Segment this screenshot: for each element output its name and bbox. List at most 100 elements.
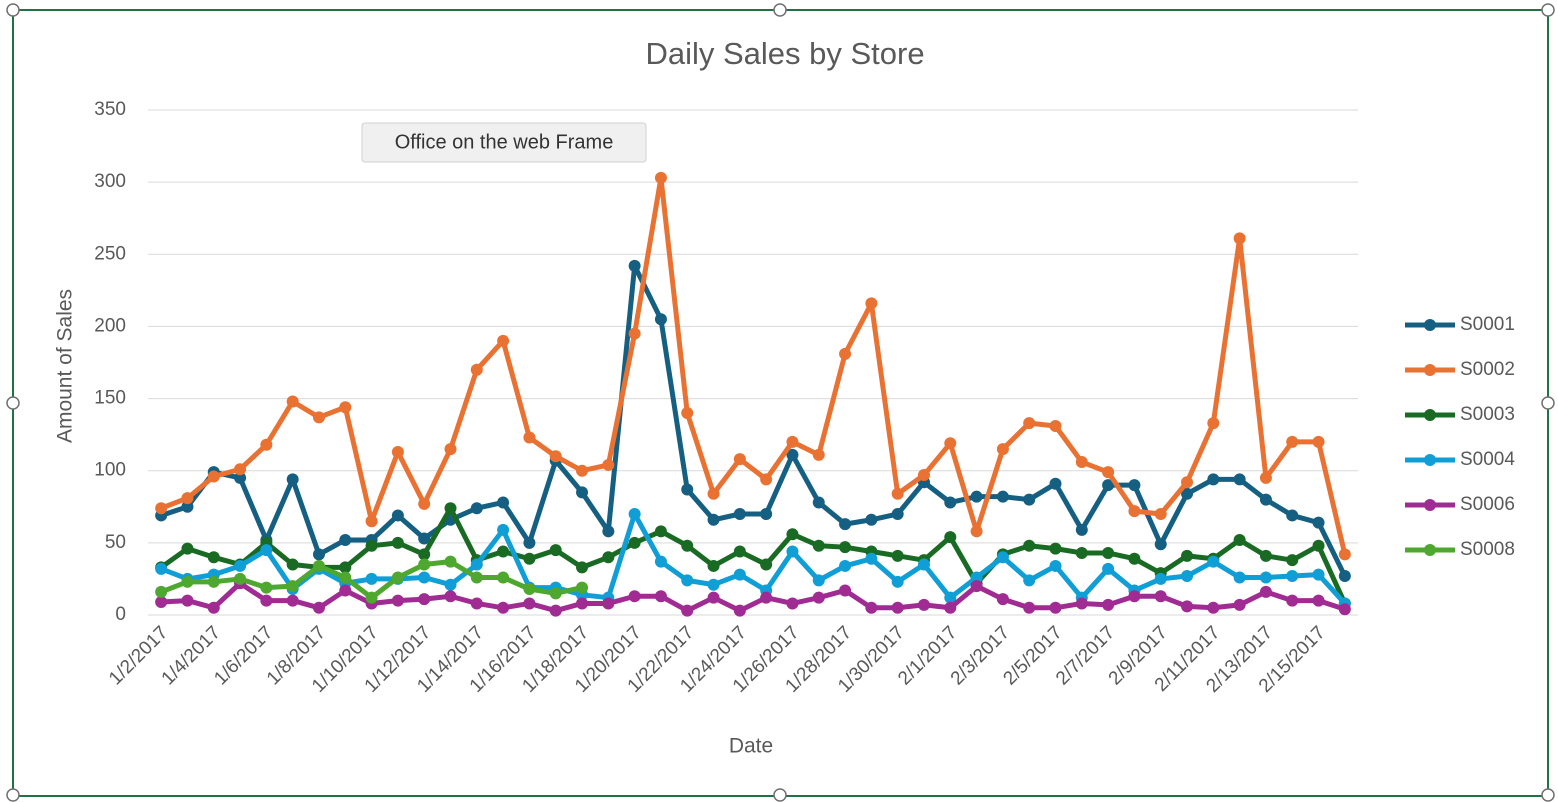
data-point bbox=[760, 473, 773, 486]
data-point bbox=[444, 590, 457, 603]
data-point bbox=[1075, 546, 1088, 559]
resize-handle[interactable] bbox=[6, 788, 20, 802]
resize-handle[interactable] bbox=[773, 3, 787, 17]
data-point bbox=[1181, 476, 1194, 489]
data-point bbox=[681, 483, 694, 496]
y-tick-label: 350 bbox=[94, 99, 126, 120]
data-point bbox=[1128, 552, 1141, 565]
resize-handle[interactable] bbox=[773, 788, 787, 802]
y-tick-label: 250 bbox=[94, 243, 126, 264]
data-point bbox=[839, 347, 852, 360]
data-point bbox=[786, 597, 799, 610]
data-point bbox=[260, 438, 273, 451]
chart-title: Daily Sales by Store bbox=[645, 36, 924, 71]
data-point bbox=[523, 597, 536, 610]
data-point bbox=[470, 558, 483, 571]
data-point bbox=[812, 574, 825, 587]
legend-marker bbox=[1424, 409, 1436, 421]
data-point bbox=[497, 496, 510, 509]
data-point bbox=[786, 545, 799, 558]
data-point bbox=[1049, 477, 1062, 490]
data-point bbox=[865, 297, 878, 310]
tooltip-box bbox=[361, 122, 647, 163]
data-point bbox=[549, 604, 562, 617]
data-point bbox=[155, 596, 168, 609]
data-point bbox=[654, 313, 667, 326]
data-point bbox=[1128, 479, 1141, 492]
data-point bbox=[1233, 533, 1246, 546]
data-point bbox=[155, 562, 168, 575]
data-point bbox=[1102, 546, 1115, 559]
data-point bbox=[470, 502, 483, 515]
data-point bbox=[1181, 570, 1194, 583]
data-point bbox=[339, 401, 352, 414]
data-point bbox=[1154, 572, 1167, 585]
data-point bbox=[1049, 601, 1062, 614]
data-point bbox=[996, 551, 1009, 564]
data-point bbox=[418, 558, 431, 571]
data-point bbox=[707, 513, 720, 526]
legend-label: S0006 bbox=[1460, 494, 1515, 515]
y-tick-label: 100 bbox=[94, 460, 126, 481]
data-point bbox=[155, 585, 168, 598]
data-point bbox=[260, 594, 273, 607]
data-point bbox=[1102, 466, 1115, 479]
data-point bbox=[891, 601, 904, 614]
legend-marker bbox=[1424, 364, 1436, 376]
resize-handle[interactable] bbox=[1541, 788, 1555, 802]
data-point bbox=[733, 508, 746, 520]
data-point bbox=[576, 464, 589, 477]
data-point bbox=[1075, 456, 1088, 469]
data-point bbox=[523, 583, 536, 596]
data-point bbox=[418, 497, 431, 510]
legend-marker bbox=[1424, 454, 1436, 466]
data-point bbox=[1312, 568, 1325, 581]
data-point bbox=[312, 601, 325, 614]
resize-handle[interactable] bbox=[6, 396, 20, 410]
data-point bbox=[733, 568, 746, 581]
data-point bbox=[944, 496, 957, 509]
data-point bbox=[1286, 435, 1299, 448]
data-point bbox=[654, 525, 667, 538]
data-point bbox=[1049, 559, 1062, 572]
data-point bbox=[497, 601, 510, 614]
data-point bbox=[418, 571, 431, 584]
data-point bbox=[865, 513, 878, 526]
y-tick-label: 300 bbox=[94, 171, 126, 192]
data-point bbox=[707, 559, 720, 572]
data-point bbox=[207, 601, 220, 614]
data-point bbox=[1286, 554, 1299, 567]
data-point bbox=[1207, 473, 1220, 486]
resize-handle[interactable] bbox=[1541, 3, 1555, 17]
data-point bbox=[523, 552, 536, 565]
data-point bbox=[760, 508, 773, 520]
resize-handle[interactable] bbox=[1541, 396, 1555, 410]
data-point bbox=[444, 555, 457, 568]
data-point bbox=[786, 435, 799, 448]
data-point bbox=[970, 525, 983, 538]
data-point bbox=[286, 473, 299, 486]
data-point bbox=[1154, 508, 1167, 520]
data-point bbox=[234, 471, 247, 484]
data-point bbox=[1128, 505, 1141, 518]
data-point bbox=[917, 469, 930, 482]
resize-handle[interactable] bbox=[6, 3, 20, 17]
data-point bbox=[497, 334, 510, 347]
data-point bbox=[1181, 549, 1194, 562]
data-point bbox=[1102, 598, 1115, 611]
data-point bbox=[1286, 594, 1299, 607]
data-point bbox=[1207, 555, 1220, 568]
data-point bbox=[234, 559, 247, 572]
data-point bbox=[523, 431, 536, 444]
data-point bbox=[970, 571, 983, 584]
data-point bbox=[181, 500, 194, 513]
y-tick-label: 0 bbox=[115, 604, 126, 625]
data-point bbox=[628, 590, 641, 603]
data-point bbox=[628, 327, 641, 340]
data-point bbox=[470, 363, 483, 376]
data-point bbox=[1102, 562, 1115, 575]
data-point bbox=[944, 531, 957, 544]
data-point bbox=[365, 591, 378, 604]
data-point bbox=[996, 443, 1009, 456]
chart-frame[interactable] bbox=[12, 9, 1549, 797]
